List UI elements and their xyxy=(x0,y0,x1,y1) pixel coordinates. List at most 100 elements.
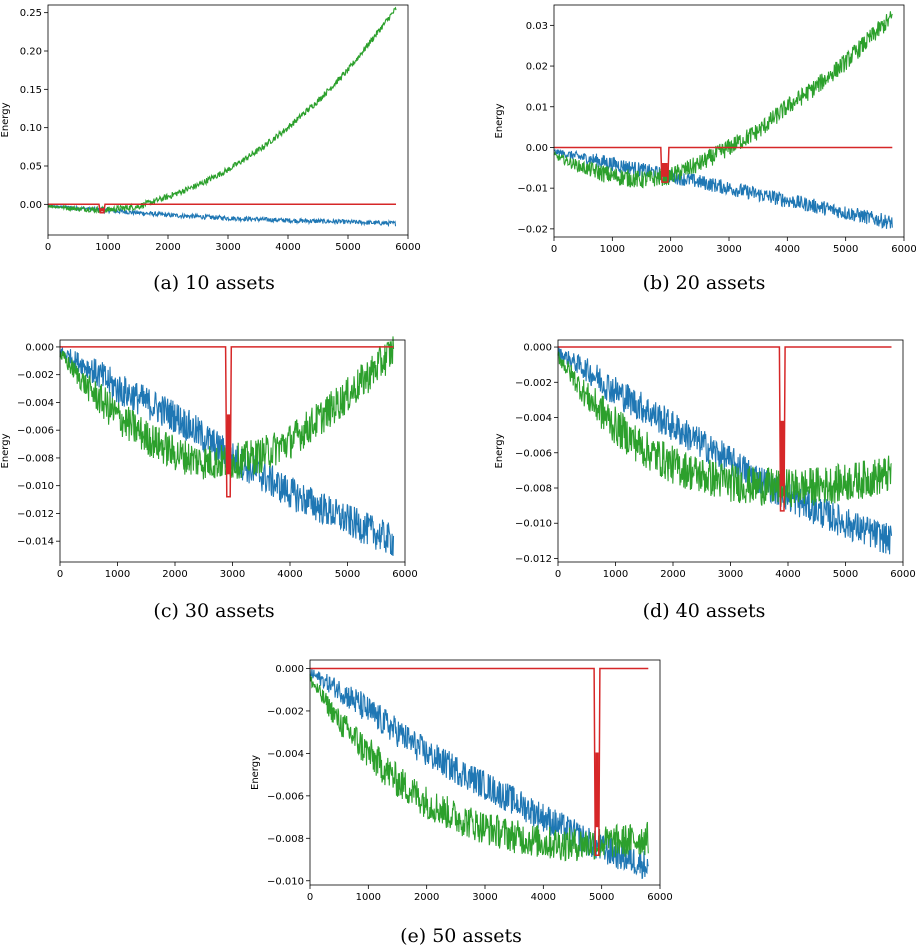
x-tick-label: 6000 xyxy=(647,892,672,903)
x-tick-label: 2000 xyxy=(162,569,187,580)
chart-panel-10-assets: 0 1000 2000 3000 4000 5000 6000 0.00 0.05 0.10 0.1… xyxy=(0,0,421,300)
series-green-line xyxy=(309,674,649,862)
y-tick-label: 0.000 xyxy=(275,664,304,675)
y-tick-label: −0.006 xyxy=(515,448,552,459)
y-tick-label: 0.000 xyxy=(523,343,552,354)
y-tick-label: −0.004 xyxy=(267,749,304,760)
x-tick-label: 1000 xyxy=(603,569,628,580)
x-tick-label: 0 xyxy=(45,242,51,253)
y-axis-label: Energy xyxy=(250,755,261,790)
x-tick-label: 2000 xyxy=(155,242,180,253)
red-transition-band xyxy=(595,752,599,828)
y-axis-label: Energy xyxy=(494,103,505,138)
y-tick-label: −0.010 xyxy=(515,519,552,530)
x-tick-label: 4000 xyxy=(531,892,556,903)
chart-panel-30-assets: 0 1000 2000 3000 4000 5000 6000 −0.014 −0.012 −0.… xyxy=(0,335,420,625)
x-tick-label: 2000 xyxy=(414,892,439,903)
red-transition-band xyxy=(661,163,668,177)
x-tick-label: 5000 xyxy=(833,244,858,255)
y-tick-label: −0.01 xyxy=(517,184,548,195)
x-tick-label: 6000 xyxy=(890,569,915,580)
y-tick-label: 0.15 xyxy=(20,85,42,96)
series-blue-line xyxy=(557,347,893,555)
y-axis-label: Energy xyxy=(494,433,505,468)
caption-10-assets: (a) 10 assets xyxy=(153,272,275,294)
series-red-line xyxy=(310,667,649,857)
x-tick-label: 4000 xyxy=(775,244,800,255)
x-tick-label: 3000 xyxy=(215,242,240,253)
y-tick-label: −0.008 xyxy=(515,484,552,495)
y-tick-label: −0.008 xyxy=(17,453,54,464)
y-tick-label: −0.010 xyxy=(267,876,304,887)
chart-panel-40-assets: 0 1000 2000 3000 4000 5000 6000 −0.012 −0.010 −0.… xyxy=(494,335,916,625)
x-tick-label: 3000 xyxy=(220,569,245,580)
red-transition-band xyxy=(780,420,784,487)
series-red-line xyxy=(60,346,394,498)
series-blue-line xyxy=(309,668,649,879)
energy-plot-20-assets: 0 1000 2000 3000 4000 5000 6000 −0.02 −0.01 0.00 0… xyxy=(494,4,916,255)
y-tick-label: 0.20 xyxy=(20,47,42,58)
series-green-line xyxy=(557,351,892,508)
x-tick-label: 4000 xyxy=(275,242,300,253)
x-tick-label: 0 xyxy=(555,569,561,580)
energy-plot-30-assets: 0 1000 2000 3000 4000 5000 6000 −0.014 −0.012 −0.… xyxy=(0,336,418,580)
x-tick-label: 2000 xyxy=(660,569,685,580)
y-tick-label: 0.03 xyxy=(526,21,548,32)
x-tick-label: 0 xyxy=(551,244,557,255)
y-axis-label: Energy xyxy=(0,102,11,137)
caption-40-assets: (d) 40 assets xyxy=(642,600,766,622)
y-tick-label: −0.014 xyxy=(17,537,54,548)
x-tick-label: 1000 xyxy=(600,244,625,255)
y-tick-label: −0.010 xyxy=(17,481,54,492)
series-red-line xyxy=(554,146,893,183)
caption-50-assets: (e) 50 assets xyxy=(400,925,522,947)
x-tick-label: 3000 xyxy=(472,892,497,903)
y-tick-label: 0.000 xyxy=(25,342,54,353)
y-tick-label: 0.10 xyxy=(20,123,42,134)
y-tick-label: −0.012 xyxy=(17,509,54,520)
x-tick-label: 5000 xyxy=(589,892,614,903)
series-green-line xyxy=(47,6,397,214)
x-tick-label: 5000 xyxy=(335,242,360,253)
y-tick-label: −0.006 xyxy=(267,791,304,802)
y-tick-label: −0.006 xyxy=(17,426,54,437)
red-transition-band xyxy=(226,414,231,475)
x-tick-label: 3000 xyxy=(718,569,743,580)
energy-plot-40-assets: 0 1000 2000 3000 4000 5000 6000 −0.012 −0.010 −0.… xyxy=(494,339,916,580)
x-tick-label: 0 xyxy=(57,569,63,580)
y-tick-label: 0.05 xyxy=(20,162,42,173)
energy-plot-10-assets: 0 1000 2000 3000 4000 5000 6000 0.00 0.05 0.10 0.1… xyxy=(0,4,421,253)
y-tick-label: −0.004 xyxy=(17,398,54,409)
red-transition-band xyxy=(100,208,104,212)
x-tick-label: 5000 xyxy=(335,569,360,580)
x-tick-label: 6000 xyxy=(395,242,420,253)
y-tick-label: −0.002 xyxy=(267,706,304,717)
y-tick-label: −0.02 xyxy=(517,224,548,235)
caption-20-assets: (b) 20 assets xyxy=(642,272,766,294)
y-tick-label: −0.002 xyxy=(17,370,54,381)
y-tick-label: 0.01 xyxy=(526,102,548,113)
series-green-line xyxy=(553,11,893,189)
x-tick-label: 6000 xyxy=(891,244,916,255)
y-tick-label: 0.00 xyxy=(20,200,42,211)
series-red-line xyxy=(558,346,892,512)
series-blue-line xyxy=(47,204,397,228)
y-tick-label: −0.004 xyxy=(515,413,552,424)
y-tick-label: 0.25 xyxy=(20,8,42,19)
series-red-line xyxy=(48,203,396,214)
y-tick-label: 0.02 xyxy=(526,62,548,73)
chart-panel-50-assets: 0 1000 2000 3000 4000 5000 6000 −0.010 −0.008 −0.… xyxy=(246,655,676,952)
x-tick-label: 1000 xyxy=(105,569,130,580)
x-tick-label: 1000 xyxy=(356,892,381,903)
x-tick-label: 1000 xyxy=(95,242,120,253)
x-tick-label: 4000 xyxy=(775,569,800,580)
energy-plot-50-assets: 0 1000 2000 3000 4000 5000 6000 −0.010 −0.008 −0.… xyxy=(250,659,673,903)
y-tick-label: −0.002 xyxy=(515,378,552,389)
x-tick-label: 2000 xyxy=(658,244,683,255)
caption-30-assets: (c) 30 assets xyxy=(153,600,275,622)
plot-frame xyxy=(47,4,409,236)
y-axis-label: Energy xyxy=(0,433,11,468)
x-tick-label: 6000 xyxy=(392,569,417,580)
x-tick-label: 5000 xyxy=(833,569,858,580)
x-tick-label: 3000 xyxy=(716,244,741,255)
